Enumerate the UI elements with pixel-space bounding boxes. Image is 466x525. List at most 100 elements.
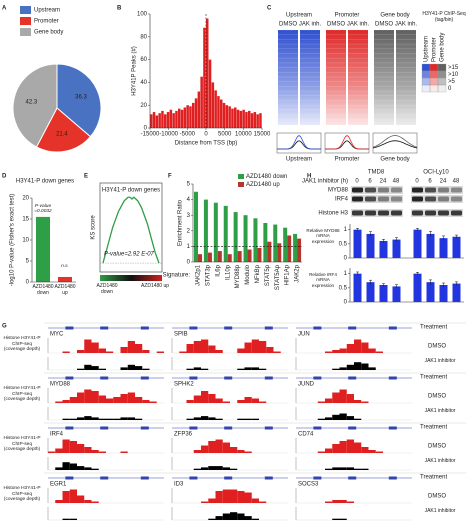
bar xyxy=(297,238,302,262)
treatment-label: Treatment xyxy=(420,425,447,431)
x-tick-label: AZD1480 up xyxy=(54,284,76,296)
x-tick-label: 0 xyxy=(204,132,208,138)
profile-curve xyxy=(372,140,418,149)
bar-annotation: n.s. xyxy=(61,263,69,269)
panel-letter: H xyxy=(307,174,311,180)
blot-row-label: MYD88 xyxy=(328,188,349,194)
treatment-label: Treatment xyxy=(420,475,447,481)
coverage-bar xyxy=(106,418,114,420)
annotation: P-value=2.92 E-07 xyxy=(104,252,155,258)
timepoint-label: 6 xyxy=(368,179,372,185)
coverage-bar xyxy=(208,466,216,470)
legend-cell xyxy=(429,70,439,79)
histogram-bar xyxy=(186,105,189,128)
bar xyxy=(213,202,218,262)
coverage-bar xyxy=(77,350,85,353)
coverage-bar xyxy=(62,439,70,453)
coverage-bar xyxy=(361,468,369,470)
coverage-bar xyxy=(361,401,369,403)
y-axis-label: H3Y41P Peaks (#) xyxy=(132,46,138,96)
bar xyxy=(247,249,252,262)
coverage-bar xyxy=(244,492,252,503)
coverage-bar xyxy=(375,351,383,353)
bar xyxy=(353,229,362,258)
profile-curve xyxy=(325,140,369,150)
coverage-bar xyxy=(142,350,150,353)
chart-title: H3Y41-P down genes xyxy=(102,188,160,194)
profile-box xyxy=(276,132,322,154)
coverage-bar xyxy=(186,368,194,370)
signature-label: Signature: xyxy=(163,273,191,279)
coverage-bar xyxy=(339,413,347,420)
coverage-bar xyxy=(201,501,209,503)
coverage-bar xyxy=(332,444,340,453)
coverage-bar xyxy=(215,439,223,453)
coverage-bar xyxy=(244,367,252,370)
bar xyxy=(392,286,401,302)
coverage-bar xyxy=(77,392,85,403)
x-tick-label: 5000 xyxy=(218,132,232,138)
histogram-bar xyxy=(239,110,243,128)
bar xyxy=(198,254,202,262)
panel-letter: B xyxy=(117,6,122,12)
histogram-bar xyxy=(206,18,209,129)
coverage-bar xyxy=(346,416,354,420)
histogram-bar xyxy=(150,114,153,128)
rank-bar xyxy=(100,275,162,281)
exon xyxy=(224,476,233,480)
bar xyxy=(287,235,292,262)
blot-band xyxy=(391,210,402,216)
blot-band xyxy=(378,210,389,216)
histogram-bar xyxy=(180,109,184,128)
coverage-bar xyxy=(368,367,376,370)
coverage-bar xyxy=(84,389,92,403)
condition-label: JAK1 inhibitor xyxy=(424,458,456,464)
blot-band xyxy=(391,196,402,202)
exon xyxy=(100,326,109,330)
histogram-bar xyxy=(161,110,164,128)
heatmap-column xyxy=(374,30,394,125)
histogram-bar xyxy=(245,112,248,128)
blot-band xyxy=(365,210,376,216)
y-tick-label: 5 xyxy=(26,259,30,265)
coverage-bar xyxy=(332,350,340,353)
exon xyxy=(388,476,397,480)
blot-row-label: Histone H3 xyxy=(318,211,348,217)
coverage-bar xyxy=(98,348,106,353)
x-tick-label: STAT5p xyxy=(265,264,271,286)
bar xyxy=(263,223,268,262)
histogram-bar xyxy=(222,102,226,128)
group-label: Upstream xyxy=(286,13,312,19)
bar xyxy=(203,199,208,262)
exon xyxy=(140,326,149,330)
legend-cell xyxy=(437,84,447,93)
coverage-bar xyxy=(113,418,121,420)
legend-label: Promoter xyxy=(34,19,59,25)
legend-swatch xyxy=(238,182,244,187)
coverage-bar xyxy=(332,414,340,420)
condition-label: DMSO xyxy=(375,22,393,28)
coverage-bar xyxy=(55,448,63,453)
coverage-bar xyxy=(244,451,252,453)
coverage-bar xyxy=(120,451,128,453)
bar xyxy=(277,243,282,262)
exon xyxy=(264,476,273,480)
coverage-bar xyxy=(325,351,333,353)
x-tick-label: 15000 xyxy=(254,132,271,138)
exon xyxy=(388,376,397,380)
treatment-label: JAK1 inhibitor (h) xyxy=(302,179,348,185)
coverage-bar xyxy=(222,513,230,520)
coverage-bar xyxy=(208,417,216,420)
coverage-bar xyxy=(113,397,121,403)
coverage-bar xyxy=(237,368,245,370)
panel-letter: C xyxy=(267,6,272,12)
coverage-bar xyxy=(332,500,340,503)
cell-line-label: OCI-Ly10 xyxy=(423,170,449,176)
bar xyxy=(253,218,258,262)
coverage-bar xyxy=(273,351,281,353)
coverage-bar xyxy=(62,491,70,503)
blot-strip xyxy=(411,186,463,194)
coverage-bar xyxy=(120,394,128,403)
coverage-bar xyxy=(127,392,135,403)
